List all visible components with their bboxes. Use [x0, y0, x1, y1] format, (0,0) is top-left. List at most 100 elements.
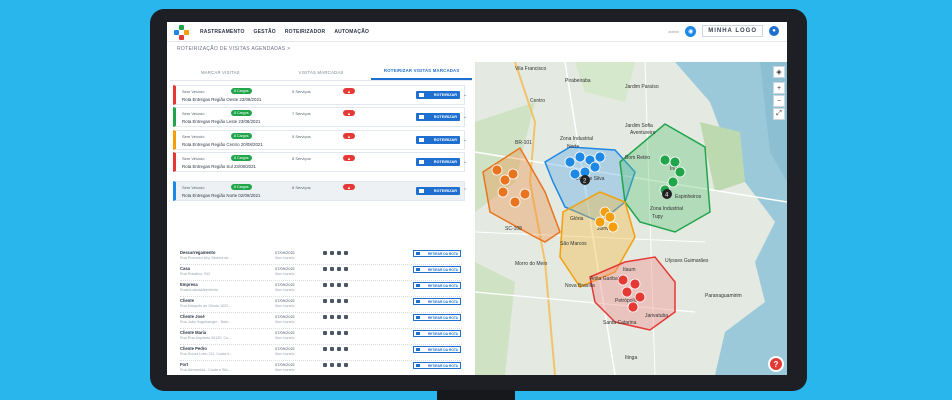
alert-icon[interactable]: ▲ — [343, 184, 355, 190]
truck-icon[interactable] — [323, 347, 327, 351]
optimize-button[interactable]: ROTEIRIZAR — [416, 136, 460, 144]
map-marker-icon[interactable] — [659, 154, 671, 166]
optimize-button[interactable]: ROTEIRIZAR — [416, 158, 460, 166]
vehicle-icon[interactable]: ◉ — [685, 25, 697, 37]
chat-icon[interactable] — [330, 283, 334, 287]
layers-icon[interactable]: ◈ — [773, 66, 785, 78]
truck-icon[interactable] — [323, 299, 327, 303]
map-marker-icon[interactable] — [594, 216, 606, 228]
map-marker-icon[interactable] — [621, 286, 633, 298]
chat-icon[interactable] — [330, 251, 334, 255]
remove-from-route-button[interactable]: RETIRAR DA ROTA — [413, 362, 461, 369]
stop-action-icons[interactable] — [323, 299, 348, 303]
calendar-icon[interactable] — [344, 363, 348, 367]
chevron-icon[interactable]: ⌄ — [463, 114, 468, 120]
truck-icon[interactable] — [323, 331, 327, 335]
document-icon[interactable] — [337, 299, 341, 303]
zoom-out-button[interactable]: − — [773, 95, 785, 107]
calendar-icon[interactable] — [344, 299, 348, 303]
calendar-icon[interactable] — [344, 347, 348, 351]
remove-from-route-button[interactable]: RETIRAR DA ROTA — [413, 298, 461, 305]
calendar-icon[interactable] — [344, 315, 348, 319]
map-marker-icon[interactable] — [629, 278, 641, 290]
map-marker-icon[interactable] — [491, 164, 503, 176]
stop-action-icons[interactable] — [323, 363, 348, 367]
map-marker-icon[interactable] — [594, 151, 606, 163]
remove-from-route-button[interactable]: RETIRAR DA ROTA — [413, 266, 461, 273]
route-card[interactable]: Sem Veículo 8 Cargos 8 Serviços ▲ Rota E… — [173, 181, 467, 201]
document-icon[interactable] — [337, 347, 341, 351]
user-avatar-icon[interactable]: ● — [769, 26, 779, 36]
chevron-icon[interactable]: ⌄ — [463, 137, 468, 143]
app-logo-icon[interactable] — [174, 24, 189, 40]
map-marker-icon[interactable] — [634, 291, 646, 303]
calendar-icon[interactable] — [344, 251, 348, 255]
map-marker-icon[interactable] — [569, 168, 581, 180]
optimize-button[interactable]: ROTEIRIZAR — [416, 113, 460, 121]
map-marker-icon[interactable] — [674, 166, 686, 178]
cluster-marker-icon[interactable] — [580, 175, 590, 185]
map-marker-icon[interactable] — [667, 176, 679, 188]
tab-roteirizar[interactable]: ROTEIRIZAR VISITAS MARCADAS — [371, 67, 473, 80]
map-view[interactable]: Vila Francisco Pirabeiraba Centro Jardim Pa… — [475, 62, 787, 375]
zone-sul[interactable] — [589, 256, 676, 331]
map-marker-icon[interactable] — [564, 156, 576, 168]
chat-icon[interactable] — [330, 267, 334, 271]
chevron-icon[interactable]: ⌄ — [463, 159, 468, 165]
route-card[interactable]: Sem Veículo 8 Cargos 5 Serviços ▲ Rota E… — [173, 130, 468, 150]
alert-icon[interactable]: ▲ — [343, 110, 355, 116]
map-marker-icon[interactable] — [617, 274, 629, 286]
remove-from-route-button[interactable]: RETIRAR DA ROTA — [413, 330, 461, 337]
chat-icon[interactable] — [330, 299, 334, 303]
alert-icon[interactable]: ▲ — [343, 133, 355, 139]
chat-icon[interactable] — [330, 363, 334, 367]
cluster-marker-icon[interactable] — [662, 189, 672, 199]
chevron-icon[interactable]: ⌄ — [463, 92, 468, 98]
map-marker-icon[interactable] — [589, 161, 601, 173]
tab-visitas-marcadas[interactable]: VISITAS MARCADAS — [298, 70, 344, 75]
nav-item-roteirizador[interactable]: ROTEIRIZADOR — [284, 28, 326, 35]
map-marker-icon[interactable] — [507, 168, 519, 180]
document-icon[interactable] — [337, 315, 341, 319]
calendar-icon[interactable] — [344, 331, 348, 335]
document-icon[interactable] — [337, 267, 341, 271]
optimize-button[interactable]: ROTEIRIZAR — [416, 187, 460, 195]
document-icon[interactable] — [337, 363, 341, 367]
map-marker-icon[interactable] — [607, 221, 619, 233]
calendar-icon[interactable] — [344, 283, 348, 287]
truck-icon[interactable] — [323, 283, 327, 287]
stop-action-icons[interactable] — [323, 283, 348, 287]
nav-item-automacao[interactable]: AUTOMAÇÃO — [334, 28, 370, 35]
chat-icon[interactable] — [330, 331, 334, 335]
stop-action-icons[interactable] — [323, 347, 348, 351]
stop-action-icons[interactable] — [323, 267, 348, 271]
tab-marcar-visitas[interactable]: MARCAR VISITAS — [200, 70, 240, 75]
stop-action-icons[interactable] — [323, 331, 348, 335]
remove-from-route-button[interactable]: RETIRAR DA ROTA — [413, 250, 461, 257]
map-marker-icon[interactable] — [519, 188, 531, 200]
calendar-icon[interactable] — [344, 267, 348, 271]
map-marker-icon[interactable] — [499, 174, 511, 186]
stop-action-icons[interactable] — [323, 251, 348, 255]
map-marker-icon[interactable] — [604, 211, 616, 223]
remove-from-route-button[interactable]: RETIRAR DA ROTA — [413, 282, 461, 289]
optimize-button[interactable]: ROTEIRIZAR — [416, 91, 460, 99]
help-button[interactable]: ? — [768, 356, 784, 372]
chat-icon[interactable] — [330, 347, 334, 351]
nav-item-rastreamento[interactable]: RASTREAMENTO — [200, 28, 245, 35]
map-marker-icon[interactable] — [509, 196, 521, 208]
stop-action-icons[interactable] — [323, 315, 348, 319]
zone-leste[interactable] — [619, 123, 711, 233]
map-canvas[interactable]: Vila Francisco Pirabeiraba Centro Jardim Pa… — [475, 62, 787, 375]
map-marker-icon[interactable] — [497, 186, 509, 198]
alert-icon[interactable]: ▲ — [343, 155, 355, 161]
truck-icon[interactable] — [323, 315, 327, 319]
remove-from-route-button[interactable]: RETIRAR DA ROTA — [413, 346, 461, 353]
route-card[interactable]: Sem Veículo 8 Cargos 5 Serviços ▲ Rota E… — [173, 85, 468, 105]
map-marker-icon[interactable] — [669, 156, 681, 168]
route-card[interactable]: Sem Veículo 8 Cargos 8 Serviços ▲ Rota E… — [173, 152, 468, 172]
truck-icon[interactable] — [323, 363, 327, 367]
document-icon[interactable] — [337, 251, 341, 255]
zoom-in-button[interactable]: + — [773, 82, 785, 94]
document-icon[interactable] — [337, 331, 341, 335]
